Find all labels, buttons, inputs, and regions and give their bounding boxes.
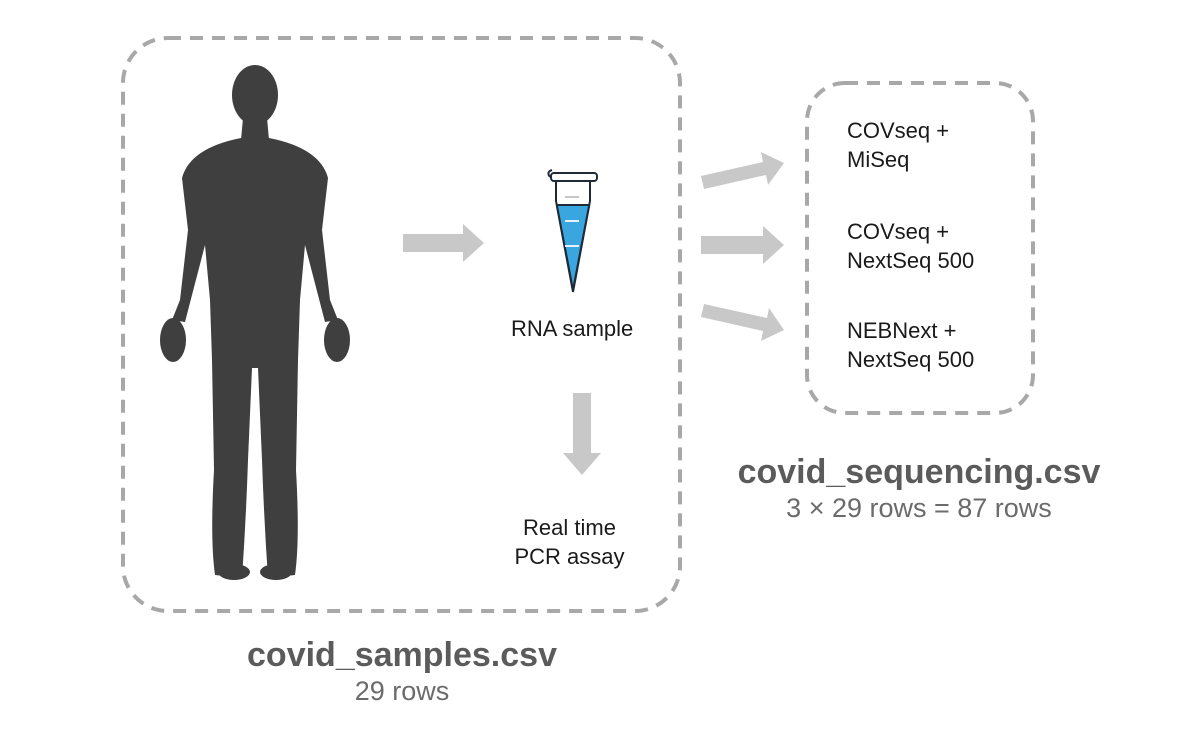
samples-panel-border [121,36,682,613]
pcr-label-line-2: PCR assay [514,544,625,569]
arrow-person-to-sample [403,224,484,262]
method-1-line-2: MiSeq [847,147,910,172]
samples-file-name: covid_samples.csv [247,636,557,674]
method-3-line-1: NEBNext + [847,318,957,343]
rna-sample-label: RNA sample [511,316,634,341]
sequencing-method-2: COVseq + NextSeq 500 [847,217,974,275]
human-silhouette-icon [160,65,350,580]
arrow-sample-to-pcr [563,393,601,475]
method-3-line-2: NextSeq 500 [847,347,975,372]
sequencing-row-count: 3 × 29 rows = 87 rows [786,493,1052,523]
sequencing-method-3: NEBNext + NextSeq 500 [847,316,974,374]
sequencing-panel-border [805,81,1035,415]
sequencing-file-name: covid_sequencing.csv [737,453,1101,491]
method-2-line-2: NextSeq 500 [847,248,975,273]
arrow-to-method-2 [701,226,784,264]
sequencing-method-1: COVseq + MiSeq [847,116,949,174]
method-1-line-1: COVseq + [847,118,950,143]
pcr-assay-label: Real time PCR assay [497,513,642,571]
arrow-to-method-3 [701,304,784,341]
method-2-line-1: COVseq + [847,219,950,244]
arrow-to-method-1 [701,152,784,189]
pcr-label-line-1: Real time [523,515,616,540]
microcentrifuge-tube-icon [547,169,598,293]
samples-row-count: 29 rows [354,676,450,706]
